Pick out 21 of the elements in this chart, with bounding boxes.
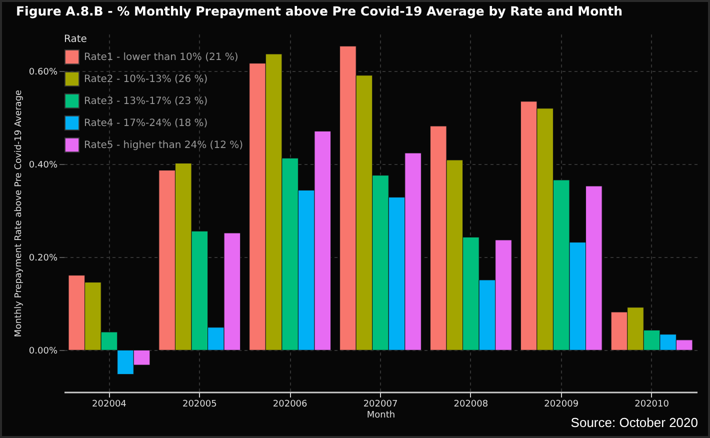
x-axis-title: Month bbox=[366, 410, 396, 420]
x-tick-label: 202008 bbox=[454, 400, 488, 410]
legend-title: Rate bbox=[64, 34, 87, 45]
x-tick-label: 202007 bbox=[363, 400, 398, 410]
legend-label: Rate3 - 13%-17% (23 %) bbox=[84, 96, 208, 107]
source-note: Source: October 2020 bbox=[570, 415, 698, 430]
x-tick-label: 202006 bbox=[272, 400, 308, 410]
y-tick-label: 0.40% bbox=[28, 160, 58, 171]
y-axis-title: Monthly Prepayment Rate above Pre Covid-19 Average bbox=[14, 89, 24, 338]
x-tick-label: 202004 bbox=[92, 400, 127, 410]
x-tick-label: 202005 bbox=[182, 400, 217, 410]
legend-label: Rate4 - 17%-24% (18 %) bbox=[84, 118, 208, 129]
y-tick-label: 0.20% bbox=[28, 254, 58, 264]
y-tick-label: 0.60% bbox=[28, 68, 58, 78]
legend-label: Rate1 - lower than 10% (21 %) bbox=[84, 52, 238, 63]
chart-title: Figure A.8.B - % Monthly Prepayment above Pre Covid-19 Average by Rate and Month bbox=[16, 4, 622, 18]
x-tick-label: 202010 bbox=[634, 400, 670, 410]
x-tick-label: 202009 bbox=[544, 400, 579, 410]
y-tick-label: 0.00% bbox=[28, 346, 58, 357]
legend-label: Rate5 - higher than 24% (12 %) bbox=[84, 140, 244, 151]
legend-label: Rate2 - 10%-13% (26 %) bbox=[84, 74, 208, 85]
